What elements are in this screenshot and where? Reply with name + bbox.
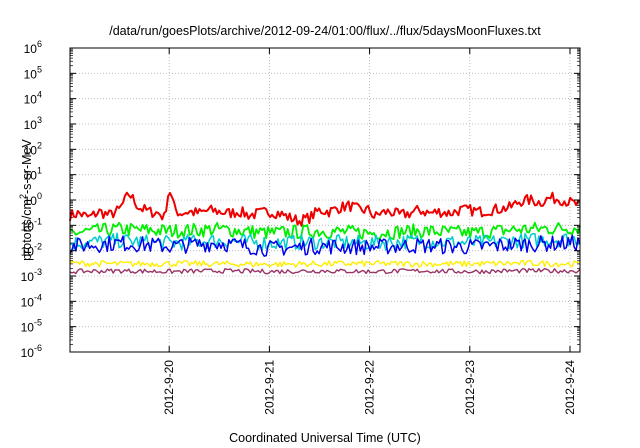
y-axis-label-superscript: 2: [18, 194, 28, 199]
chart-title: /data/run/goesPlots/archive/2012-09-24/0…: [109, 24, 541, 38]
y-tick-label: 10-6: [21, 343, 42, 360]
y-tick-label: 103: [24, 115, 42, 132]
series-lines: [69, 191, 581, 275]
y-tick-label: 101: [24, 166, 42, 183]
y-axis-label: protons/cm2-s-sr-MeV: [18, 138, 34, 260]
y-tick-label: 102: [24, 140, 42, 157]
x-tick-label: 2012-9-22: [363, 360, 377, 415]
y-axis-ticks: 10-6 10-5 10-4 10-3 10-2 10-1 100 101 102 103 104 1…: [21, 39, 580, 360]
y-axis-label-units: -s-sr-MeV: [20, 138, 34, 194]
y-tick-label: 105: [24, 64, 42, 81]
y-tick-label: 10-4: [21, 292, 42, 309]
x-tick-label: 2012-9-24: [563, 360, 577, 415]
series-line: [69, 267, 581, 275]
x-axis-label: Coordinated Universal Time (UTC): [229, 431, 421, 445]
y-tick-label: 10-2: [21, 242, 42, 259]
series-line: [69, 259, 581, 268]
x-axis-ticks: 2012-9-20 2012-9-21 2012-9-22 2012-9-23 2012…: [162, 48, 577, 415]
x-tick-label: 2012-9-23: [463, 360, 477, 415]
x-tick-label: 2012-9-21: [262, 360, 276, 415]
series-line: [69, 191, 581, 227]
y-axis-label-main: protons/cm: [20, 199, 34, 261]
series-line: [69, 234, 581, 257]
y-tick-label: 106: [24, 39, 42, 56]
y-tick-label: 100: [24, 191, 42, 208]
y-tick-label: 10-1: [21, 216, 42, 233]
y-tick-label: 10-5: [21, 318, 42, 335]
y-tick-label: 10-3: [21, 267, 42, 284]
series-line: [69, 221, 581, 241]
x-tick-label: 2012-9-20: [162, 360, 176, 415]
grid: [70, 48, 580, 352]
y-tick-label: 104: [24, 90, 42, 107]
